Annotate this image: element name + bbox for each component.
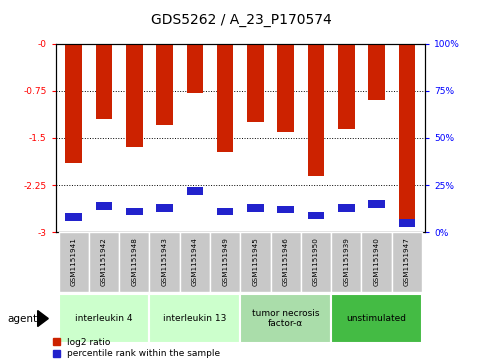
Bar — [65, 213, 82, 221]
Text: GSM1151945: GSM1151945 — [253, 237, 258, 286]
Text: interleukin 13: interleukin 13 — [163, 314, 227, 323]
Text: agent: agent — [7, 314, 37, 323]
Bar — [156, 44, 173, 125]
Bar — [217, 44, 233, 152]
Polygon shape — [38, 311, 48, 327]
Bar — [398, 44, 415, 220]
Bar — [361, 232, 392, 292]
Bar — [270, 232, 301, 292]
Bar — [156, 204, 173, 212]
Text: GSM1151949: GSM1151949 — [222, 237, 228, 286]
Bar — [247, 44, 264, 122]
Bar — [210, 232, 241, 292]
Text: GSM1151946: GSM1151946 — [283, 237, 289, 286]
Text: GSM1151943: GSM1151943 — [162, 237, 168, 286]
Bar — [149, 232, 180, 292]
Bar — [338, 44, 355, 129]
Bar — [308, 44, 325, 176]
Bar — [89, 232, 119, 292]
Bar — [186, 44, 203, 93]
Bar — [58, 294, 149, 343]
Bar — [301, 232, 331, 292]
Bar — [126, 208, 142, 215]
Bar — [277, 206, 294, 213]
Text: interleukin 4: interleukin 4 — [75, 314, 133, 323]
Text: GSM1151947: GSM1151947 — [404, 237, 410, 286]
Bar — [186, 187, 203, 195]
Bar — [58, 232, 89, 292]
Bar — [241, 232, 270, 292]
Text: GSM1151948: GSM1151948 — [131, 237, 137, 286]
Bar — [96, 202, 113, 210]
Bar — [331, 294, 422, 343]
Bar — [368, 44, 385, 100]
Bar — [217, 208, 233, 215]
Bar — [180, 232, 210, 292]
Bar — [247, 204, 264, 212]
Text: GSM1151950: GSM1151950 — [313, 237, 319, 286]
Bar — [331, 232, 361, 292]
Bar — [96, 44, 113, 119]
Bar — [392, 232, 422, 292]
Legend: log2 ratio, percentile rank within the sample: log2 ratio, percentile rank within the s… — [53, 338, 220, 359]
Text: GSM1151939: GSM1151939 — [343, 237, 349, 286]
Text: tumor necrosis
factor-α: tumor necrosis factor-α — [252, 309, 319, 328]
Bar — [398, 219, 415, 227]
Text: GSM1151941: GSM1151941 — [71, 237, 77, 286]
Text: GDS5262 / A_23_P170574: GDS5262 / A_23_P170574 — [151, 13, 332, 27]
Bar — [149, 294, 241, 343]
Text: GSM1151944: GSM1151944 — [192, 237, 198, 286]
Text: GSM1151942: GSM1151942 — [101, 237, 107, 286]
Bar — [241, 294, 331, 343]
Bar — [277, 44, 294, 132]
Bar — [308, 212, 325, 219]
Bar — [368, 200, 385, 208]
Text: GSM1151940: GSM1151940 — [373, 237, 380, 286]
Bar — [338, 204, 355, 212]
Bar — [126, 44, 142, 147]
Bar — [119, 232, 149, 292]
Text: unstimulated: unstimulated — [347, 314, 407, 323]
Bar — [65, 44, 82, 163]
